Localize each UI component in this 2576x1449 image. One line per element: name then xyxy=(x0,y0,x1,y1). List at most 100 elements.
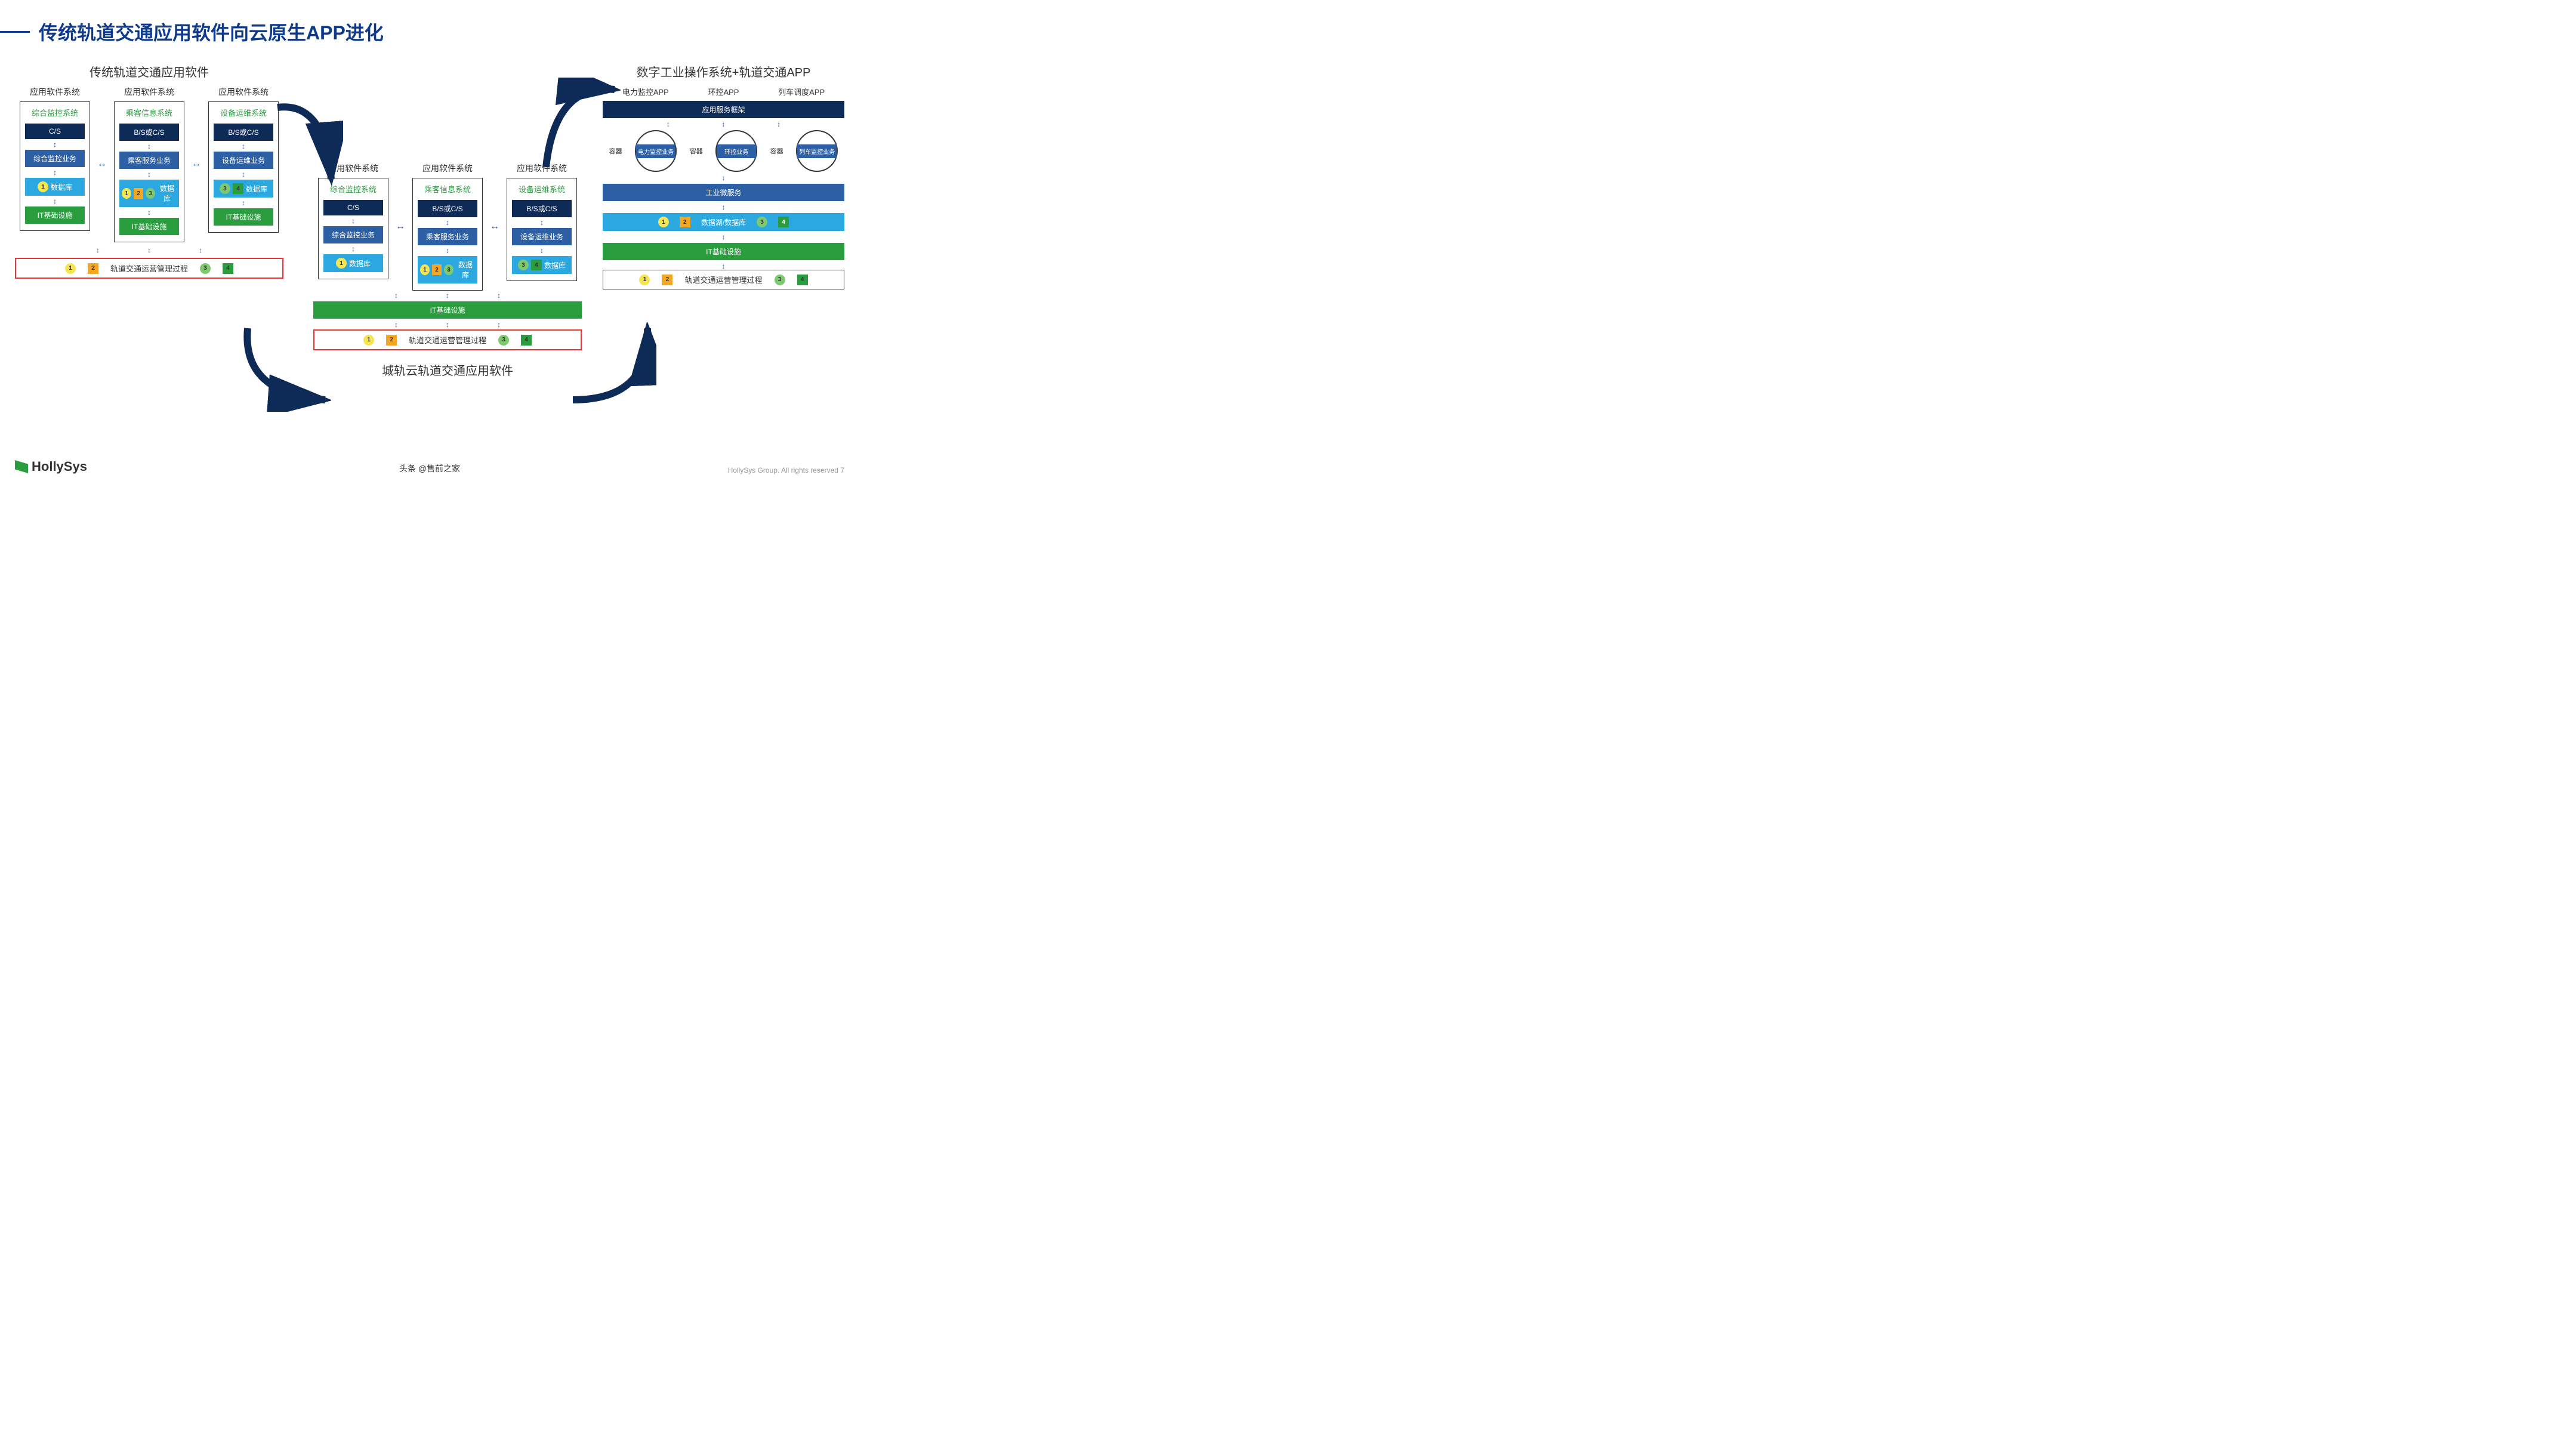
badge-1: 1 xyxy=(363,335,374,346)
badge-3: 3 xyxy=(200,263,211,274)
layer-box: 乘客服务业务 xyxy=(119,152,179,169)
left-bottom-label: 轨道交通运营管理过程 xyxy=(110,263,188,274)
left-bottom-row: 1 2 轨道交通运营管理过程 3 4 xyxy=(15,258,283,279)
col-header: 应用软件系统 xyxy=(17,86,92,98)
badge-4: 4 xyxy=(797,275,808,285)
container-label: 容器 xyxy=(690,146,703,156)
col-header: 应用软件系统 xyxy=(112,86,187,98)
system-title: 设备运维系统 xyxy=(220,107,267,118)
footer-text: HollySys Group. All rights reserved 7 xyxy=(728,466,844,474)
layer-box: 综合监控业务 xyxy=(323,226,383,243)
app-headers: 电力监控APP 环控APP 列车调度APP xyxy=(603,86,844,97)
badge-2: 2 xyxy=(386,335,397,346)
right-bottom-label: 轨道交通运营管理过程 xyxy=(684,274,762,285)
badge-2: 2 xyxy=(662,275,672,285)
db-box: 123数据库 xyxy=(418,256,477,283)
middle-bottom-row: 1 2 轨道交通运营管理过程 3 4 xyxy=(313,329,582,350)
badge-2: 2 xyxy=(680,217,690,227)
title-accent xyxy=(0,31,30,33)
db-box: 1数据库 xyxy=(25,178,85,196)
badge-3: 3 xyxy=(757,217,767,227)
layer-box: B/S或C/S xyxy=(119,124,179,141)
it-box: IT基础设施 xyxy=(25,206,85,224)
system-title: 乘客信息系统 xyxy=(126,107,172,118)
right-it-bar: IT基础设施 xyxy=(603,243,844,260)
left-section: 传统轨道交通应用软件 应用软件系统 综合监控系统 C/S ↕ 综合监控业务 ↕ … xyxy=(15,63,283,279)
mid-arrows-2: ↕ ↕ ↕ xyxy=(313,321,582,328)
layer-box: 设备运维业务 xyxy=(214,152,273,169)
stack-column: 设备运维系统 B/S或C/S ↕ 设备运维业务 ↕ 34数据库 xyxy=(507,178,577,281)
layer-box: B/S或C/S xyxy=(418,200,477,217)
col-header: 应用软件系统 xyxy=(316,162,391,174)
stack-column: 乘客信息系统 B/S或C/S ↕ 乘客服务业务 ↕ 123数据库 xyxy=(412,178,483,291)
right-bottom-row: 1 2 轨道交通运营管理过程 3 4 xyxy=(603,270,844,289)
badge-1: 1 xyxy=(38,181,48,192)
app-label: 电力监控APP xyxy=(622,86,669,97)
db-box: 34数据库 xyxy=(214,180,273,198)
logo: HollySys xyxy=(15,459,87,474)
shared-it-bar: IT基础设施 xyxy=(313,301,582,319)
right-section-title: 数字工业操作系统+轨道交通APP xyxy=(603,63,844,80)
it-box: IT基础设施 xyxy=(119,218,179,235)
layer-box: 设备运维业务 xyxy=(512,228,572,245)
system-title: 设备运维系统 xyxy=(519,183,565,195)
layer-box: 综合监控业务 xyxy=(25,150,85,167)
container-label: 容器 xyxy=(770,146,783,156)
db-box: 34数据库 xyxy=(512,256,572,274)
title-bar: 传统轨道交通应用软件向云原生APP进化 xyxy=(0,18,859,45)
badge-1: 1 xyxy=(336,258,347,269)
badge-3: 3 xyxy=(146,188,155,199)
logo-text: HollySys xyxy=(32,459,87,474)
badge-4: 4 xyxy=(233,183,243,194)
middle-section-title: 城轨云轨道交通应用软件 xyxy=(313,361,582,378)
badge-4: 4 xyxy=(521,335,532,346)
layer-box: C/S xyxy=(323,200,383,215)
badge-2: 2 xyxy=(432,264,442,275)
badge-4: 4 xyxy=(223,263,233,274)
right-section: 数字工业操作系统+轨道交通APP 电力监控APP 环控APP 列车调度APP 应… xyxy=(603,63,844,289)
stack-column: 综合监控系统 C/S ↕ 综合监控业务 ↕ 1数据库 ↕IT基础设施 xyxy=(20,101,90,231)
service-circle: 环控业务 xyxy=(715,130,757,172)
datalake-bar: 1 2 数据湖/数据库 3 4 xyxy=(603,213,844,231)
logo-icon xyxy=(15,460,28,473)
framework-bar: 应用服务框架 xyxy=(603,101,844,118)
badge-4: 4 xyxy=(778,217,789,227)
layer-box: 乘客服务业务 xyxy=(418,228,477,245)
page-title: 传统轨道交通应用软件向云原生APP进化 xyxy=(39,18,384,45)
col-header: 应用软件系统 xyxy=(410,162,485,174)
db-box: 1数据库 xyxy=(323,254,383,272)
app-label: 环控APP xyxy=(708,86,739,97)
badge-1: 1 xyxy=(658,217,669,227)
system-title: 综合监控系统 xyxy=(330,183,377,195)
container-label: 容器 xyxy=(609,146,622,156)
down-arrows: ↕ ↕ ↕ xyxy=(15,245,283,255)
badge-3: 3 xyxy=(518,260,529,270)
service-circle: 电力监控业务 xyxy=(635,130,677,172)
left-section-title: 传统轨道交通应用软件 xyxy=(15,63,283,80)
service-circle: 列车监控业务 xyxy=(796,130,838,172)
badge-1: 1 xyxy=(639,275,650,285)
layer-box: C/S xyxy=(25,124,85,139)
stack-column: 乘客信息系统 B/S或C/S ↕ 乘客服务业务 ↕ 123数据库 ↕IT基础设施 xyxy=(114,101,184,242)
stack-column: 综合监控系统 C/S ↕ 综合监控业务 ↕ 1数据库 xyxy=(318,178,388,279)
badge-3: 3 xyxy=(220,183,230,194)
badge-3: 3 xyxy=(444,264,454,275)
middle-bottom-label: 轨道交通运营管理过程 xyxy=(409,334,486,346)
system-title: 乘客信息系统 xyxy=(424,183,471,195)
col-header: 应用软件系统 xyxy=(504,162,579,174)
left-columns: 应用软件系统 综合监控系统 C/S ↕ 综合监控业务 ↕ 1数据库 ↕IT基础设… xyxy=(15,86,283,242)
badge-3: 3 xyxy=(498,335,509,346)
app-label: 列车调度APP xyxy=(778,86,825,97)
badge-1: 1 xyxy=(122,188,131,199)
system-title: 综合监控系统 xyxy=(32,107,78,118)
badge-1: 1 xyxy=(65,263,76,274)
it-box: IT基础设施 xyxy=(214,208,273,226)
badge-3: 3 xyxy=(775,275,785,285)
badge-2: 2 xyxy=(134,188,143,199)
badge-4: 4 xyxy=(531,260,542,270)
badge-1: 1 xyxy=(420,264,430,275)
circles-row: 容器 电力监控业务 容器 环控业务 容器 列车监控业务 xyxy=(603,130,844,172)
middle-columns: 应用软件系统 综合监控系统 C/S ↕ 综合监控业务 ↕ 1数据库 ↔ 应用软件… xyxy=(313,162,582,291)
col-header: 应用软件系统 xyxy=(206,86,281,98)
badge-2: 2 xyxy=(88,263,98,274)
